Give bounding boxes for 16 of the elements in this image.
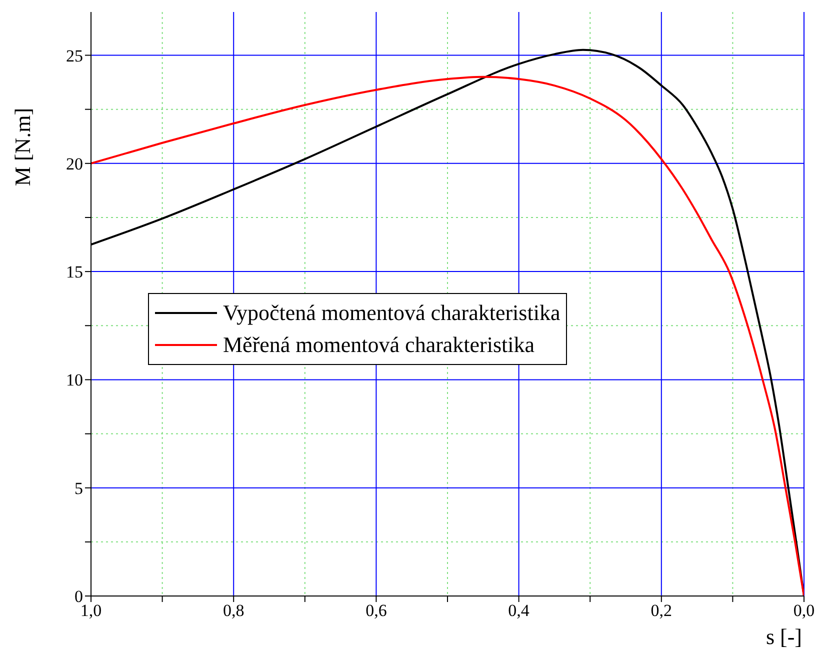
x-tick-label: 0,0 [793, 601, 815, 620]
y-tick-label: 20 [66, 154, 83, 174]
y-tick-label: 10 [66, 370, 83, 390]
x-tick-label: 1,0 [80, 601, 102, 620]
x-tick-label: 0,2 [650, 601, 672, 620]
x-axis-title: s [-] [766, 624, 802, 649]
legend-label: Měřená momentová charakteristika [223, 331, 535, 359]
y-tick-label: 5 [74, 478, 83, 498]
x-tick-label: 0,6 [366, 601, 387, 620]
y-tick-label: 15 [66, 262, 83, 282]
y-tick-label: 0 [74, 587, 83, 606]
y-tick-label: 25 [66, 46, 83, 66]
x-tick-label: 0,4 [508, 601, 530, 620]
y-axis-title: M [N.m] [10, 108, 35, 186]
legend-label: Vypočtená momentová charakteristika [223, 299, 560, 327]
x-tick-label: 0,8 [222, 601, 244, 620]
